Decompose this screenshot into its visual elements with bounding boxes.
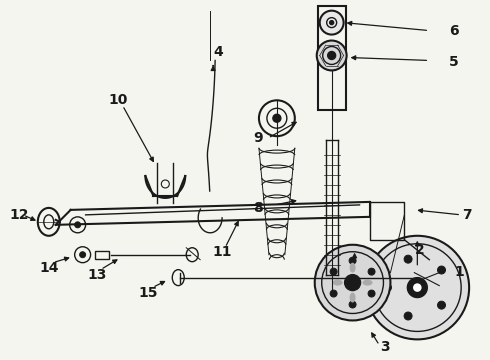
Circle shape	[273, 114, 281, 122]
Circle shape	[319, 11, 343, 35]
Circle shape	[407, 278, 427, 298]
Ellipse shape	[349, 293, 356, 302]
Circle shape	[349, 301, 356, 308]
Circle shape	[366, 236, 469, 339]
Text: 8: 8	[253, 201, 263, 215]
Circle shape	[368, 268, 375, 275]
Text: 11: 11	[212, 245, 232, 259]
Circle shape	[315, 245, 391, 320]
Circle shape	[80, 252, 86, 258]
Circle shape	[330, 290, 337, 297]
Text: 7: 7	[463, 208, 472, 222]
Ellipse shape	[363, 280, 372, 285]
Circle shape	[413, 283, 422, 293]
Ellipse shape	[333, 280, 343, 285]
Ellipse shape	[349, 263, 356, 273]
Circle shape	[317, 41, 346, 71]
Text: 10: 10	[109, 93, 128, 107]
Text: 5: 5	[449, 55, 459, 69]
Circle shape	[438, 301, 445, 309]
Circle shape	[384, 284, 392, 292]
Text: 13: 13	[88, 267, 107, 282]
Circle shape	[404, 255, 412, 263]
Text: 1: 1	[454, 265, 464, 279]
Circle shape	[74, 222, 81, 228]
Circle shape	[438, 266, 445, 274]
Circle shape	[328, 51, 336, 59]
Circle shape	[404, 312, 412, 320]
Circle shape	[330, 21, 334, 24]
Text: 14: 14	[39, 261, 58, 275]
Text: 12: 12	[9, 208, 28, 222]
Text: 6: 6	[449, 23, 459, 37]
Text: 15: 15	[139, 285, 158, 300]
Circle shape	[330, 268, 337, 275]
Circle shape	[349, 257, 356, 264]
Text: 2: 2	[415, 243, 424, 257]
Text: 9: 9	[253, 131, 263, 145]
Text: 4: 4	[213, 45, 223, 59]
Text: 3: 3	[380, 340, 389, 354]
Circle shape	[344, 275, 361, 291]
Circle shape	[368, 290, 375, 297]
